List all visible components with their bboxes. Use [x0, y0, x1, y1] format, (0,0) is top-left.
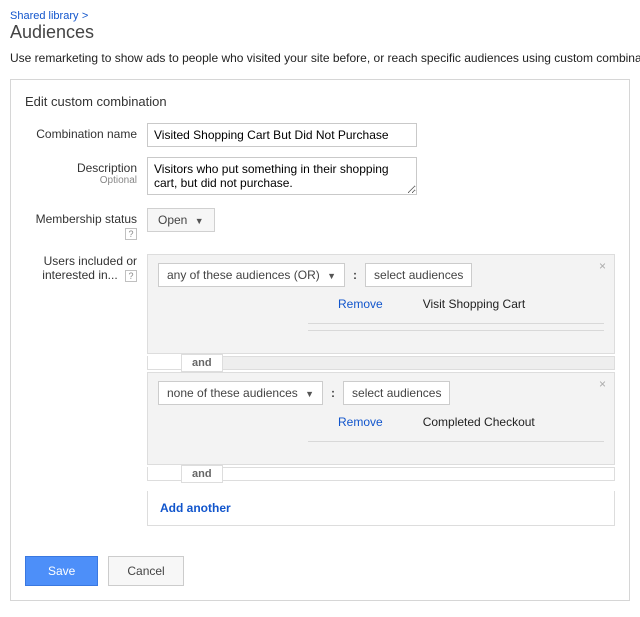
and-connector: and: [147, 465, 615, 483]
audience-name: Visit Shopping Cart: [423, 297, 526, 311]
panel-title: Edit custom combination: [25, 94, 615, 109]
page-title: Audiences: [10, 22, 630, 43]
select-audiences-button[interactable]: select audiences: [343, 381, 450, 405]
chevron-down-icon: ▼: [327, 271, 336, 281]
and-label: and: [181, 465, 223, 483]
label-users-included-text: Users included or interested in...: [42, 254, 137, 282]
breadcrumb-separator: >: [82, 10, 88, 22]
and-connector: and: [147, 354, 615, 372]
rule-mode-value: any of these audiences (OR): [167, 268, 320, 282]
audience-name: Completed Checkout: [423, 415, 535, 429]
add-another-link[interactable]: Add another: [147, 491, 615, 526]
combination-name-input[interactable]: [147, 123, 417, 147]
close-icon[interactable]: ×: [599, 377, 606, 391]
rule-mode-select[interactable]: any of these audiences (OR) ▼: [158, 263, 345, 287]
breadcrumb-link[interactable]: Shared library: [10, 10, 78, 22]
remove-audience-link[interactable]: Remove: [338, 415, 383, 429]
label-membership-status: Membership status ?: [25, 208, 147, 240]
close-icon[interactable]: ×: [599, 259, 606, 273]
remove-audience-link[interactable]: Remove: [338, 297, 383, 311]
label-description: Description Optional: [25, 157, 147, 198]
description-input[interactable]: Visitors who put something in their shop…: [147, 157, 417, 195]
rule-block: × none of these audiences ▼ : select aud…: [147, 372, 615, 465]
membership-status-value: Open: [158, 213, 187, 227]
colon-separator: :: [353, 268, 357, 282]
help-icon[interactable]: ?: [125, 228, 137, 240]
breadcrumb: Shared library >: [10, 8, 630, 22]
label-optional: Optional: [25, 175, 137, 186]
rule-mode-value: none of these audiences: [167, 386, 298, 400]
intro-text: Use remarketing to show ads to people wh…: [10, 51, 630, 65]
label-combination-name: Combination name: [25, 123, 147, 147]
save-button[interactable]: Save: [25, 556, 98, 586]
label-description-text: Description: [77, 161, 137, 175]
help-icon[interactable]: ?: [125, 270, 137, 282]
rule-mode-select[interactable]: none of these audiences ▼: [158, 381, 323, 405]
audience-item: Remove Completed Checkout: [338, 415, 604, 429]
colon-separator: :: [331, 386, 335, 400]
select-audiences-button[interactable]: select audiences: [365, 263, 472, 287]
chevron-down-icon: ▼: [305, 389, 314, 399]
cancel-button[interactable]: Cancel: [108, 556, 183, 586]
label-membership-status-text: Membership status: [36, 212, 137, 226]
membership-status-select[interactable]: Open ▼: [147, 208, 215, 232]
chevron-down-icon: ▼: [195, 216, 204, 226]
edit-combination-panel: Edit custom combination Combination name…: [10, 79, 630, 601]
label-users-included: Users included or interested in... ?: [25, 250, 147, 540]
audience-item: Remove Visit Shopping Cart: [338, 297, 604, 311]
rule-block: × any of these audiences (OR) ▼ : select…: [147, 254, 615, 354]
and-label: and: [181, 354, 223, 372]
intro-copy: Use remarketing to show ads to people wh…: [10, 51, 640, 65]
